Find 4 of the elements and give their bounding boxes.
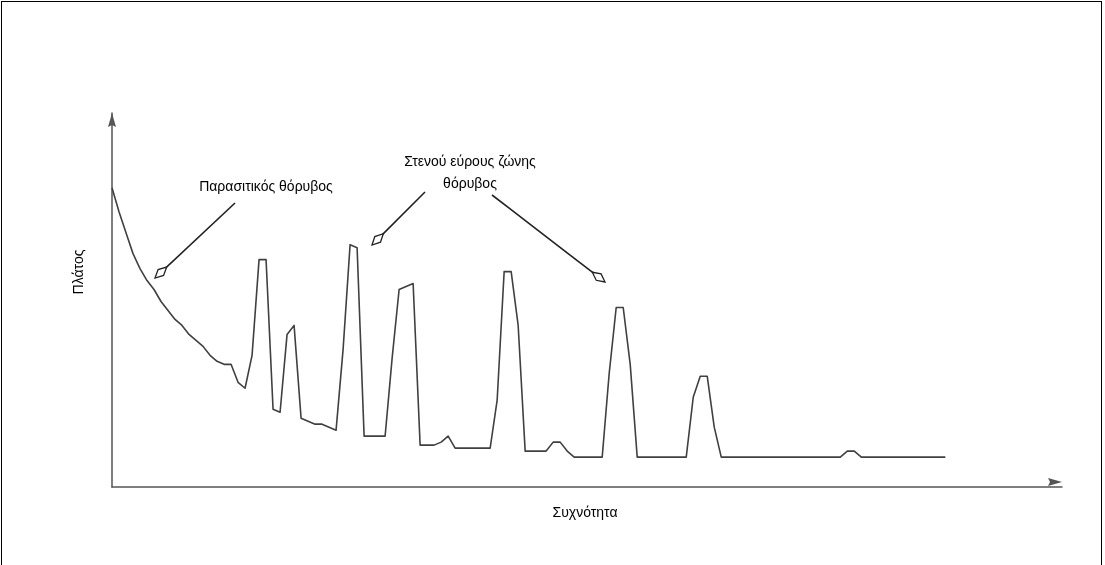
y-axis-title: Πλάτος (70, 249, 86, 295)
x-axis-title: Συχνότητα (552, 504, 618, 520)
annotation: Στενού εύρους ζώνης θόρυβος (404, 153, 537, 191)
annotation: Παρασιτικός θόρυβος (199, 178, 334, 194)
